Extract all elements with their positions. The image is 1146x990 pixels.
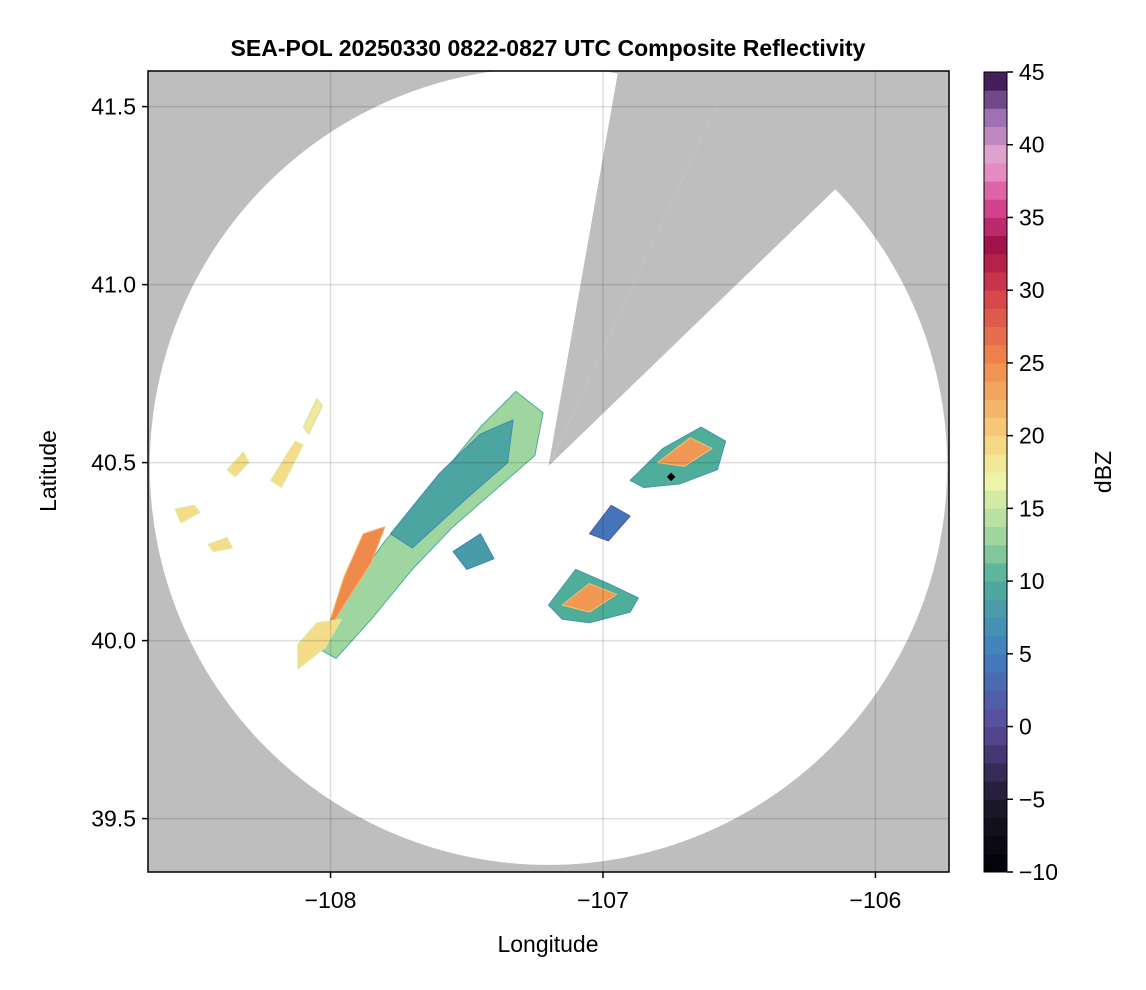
chart-title: SEA-POL 20250330 0822-0827 UTC Composite… xyxy=(231,35,866,61)
echo-main-band-tail xyxy=(297,618,342,670)
colorbar-segment xyxy=(984,326,1007,346)
colorbar-segment xyxy=(984,508,1007,528)
colorbar-segment xyxy=(984,253,1007,273)
colorbar-segment xyxy=(984,781,1007,800)
colorbar-tick-label: 5 xyxy=(1019,641,1032,667)
colorbar-segment xyxy=(984,744,1007,764)
colorbar-segment xyxy=(984,799,1007,818)
colorbar-segment xyxy=(984,381,1007,400)
colorbar-segment xyxy=(984,490,1007,509)
echo-west-scatter-2 xyxy=(226,451,250,478)
colorbar-segment xyxy=(984,217,1007,237)
colorbar-tick-label: 30 xyxy=(1019,277,1045,303)
colorbar-segment xyxy=(984,126,1007,146)
colorbar-segment xyxy=(984,635,1007,655)
colorbar-tick-label: 15 xyxy=(1019,495,1045,521)
x-tick-label: −106 xyxy=(850,887,902,913)
colorbar-tick-label: 0 xyxy=(1019,714,1032,740)
colorbar-segment xyxy=(984,690,1007,709)
colorbar-segment xyxy=(984,290,1007,309)
radar-coverage xyxy=(149,71,949,865)
y-tick-label: 40.5 xyxy=(91,450,136,476)
colorbar-segment xyxy=(984,562,1007,582)
colorbar-segment xyxy=(984,835,1007,855)
plot-frame xyxy=(147,70,950,873)
site-marker xyxy=(666,472,676,482)
echo-west-scatter-4 xyxy=(302,398,323,435)
radar-site-marker xyxy=(666,472,676,482)
colorbar-tick-label: 35 xyxy=(1019,204,1045,230)
colorbar-segment xyxy=(984,435,1007,455)
echo-west-scatter-3 xyxy=(270,440,304,488)
colorbar-tick-label: 25 xyxy=(1019,350,1045,376)
colorbar-segment xyxy=(984,272,1007,291)
x-axis-label: Longitude xyxy=(497,931,598,957)
colorbar-segment xyxy=(984,762,1007,782)
x-tick-label: −108 xyxy=(305,887,357,913)
colorbar-segment xyxy=(984,235,1007,255)
colorbar-segment xyxy=(984,581,1007,600)
colorbar-segment xyxy=(984,181,1007,200)
colorbar-segment xyxy=(984,544,1007,564)
colorbar-frame xyxy=(983,71,1008,873)
colorbar-segment xyxy=(984,344,1007,364)
colorbar-tick-label: −5 xyxy=(1019,786,1045,812)
echo-main-band-core xyxy=(321,526,386,642)
colorbar-segment xyxy=(984,399,1007,418)
colorbar-segment xyxy=(984,90,1007,109)
colorbar-segment xyxy=(984,199,1007,218)
colorbar-segment xyxy=(984,162,1007,182)
colorbar-tick-label: 40 xyxy=(1019,132,1045,158)
x-axis-ticks: −108 −107 −106 xyxy=(305,872,902,913)
colorbar: −10 −5 0 5 10 15 20 25 30 35 40 45 xyxy=(983,59,1058,885)
colorbar-segment xyxy=(984,599,1007,618)
x-tick-label: −107 xyxy=(577,887,629,913)
echo-east-storm-1-core xyxy=(657,437,713,467)
colorbar-tick-label: 20 xyxy=(1019,423,1045,449)
colorbar-segment xyxy=(984,417,1007,437)
grid-lines xyxy=(148,71,949,872)
y-axis-ticks: 39.5 40.0 40.5 41.0 41.5 xyxy=(91,94,148,832)
colorbar-segment xyxy=(984,472,1007,491)
blocked-sector-2 xyxy=(548,71,949,467)
colorbar-tick-label: 45 xyxy=(1019,59,1045,85)
colorbar-segment xyxy=(984,726,1007,746)
colorbar-segment xyxy=(984,672,1007,691)
y-axis-label: Latitude xyxy=(35,430,61,512)
colorbar-segment xyxy=(984,617,1007,637)
blocked-sector-1 xyxy=(548,71,733,467)
colorbar-tick-label: 10 xyxy=(1019,568,1045,594)
echo-east-storm-2 xyxy=(588,504,631,542)
y-tick-label: 40.0 xyxy=(91,628,136,654)
colorbar-segment xyxy=(984,108,1007,128)
echo-south-storm-core xyxy=(561,583,618,613)
colorbar-label: dBZ xyxy=(1090,451,1116,493)
colorbar-segment xyxy=(984,144,1007,164)
colorbar-segment xyxy=(984,853,1007,873)
echo-mid-patch xyxy=(452,533,495,570)
colorbar-tick-label: −10 xyxy=(1019,859,1058,885)
y-tick-label: 41.0 xyxy=(91,272,136,298)
colorbar-segment xyxy=(984,526,1007,546)
colorbar-segment xyxy=(984,453,1007,473)
echo-west-scatter-1 xyxy=(174,504,201,524)
colorbar-segment xyxy=(984,708,1007,728)
reflectivity-echoes xyxy=(174,390,727,670)
echo-main-band-teal xyxy=(390,419,514,549)
colorbar-segment xyxy=(984,362,1007,382)
colorbar-segment xyxy=(984,817,1007,837)
plot-area xyxy=(147,70,950,873)
colorbar-segment xyxy=(984,308,1007,328)
colorbar-segment xyxy=(984,72,1007,91)
colorbar-segment xyxy=(984,653,1007,673)
y-tick-label: 41.5 xyxy=(91,94,136,120)
y-tick-label: 39.5 xyxy=(91,806,136,832)
echo-west-scatter-5 xyxy=(207,536,233,553)
